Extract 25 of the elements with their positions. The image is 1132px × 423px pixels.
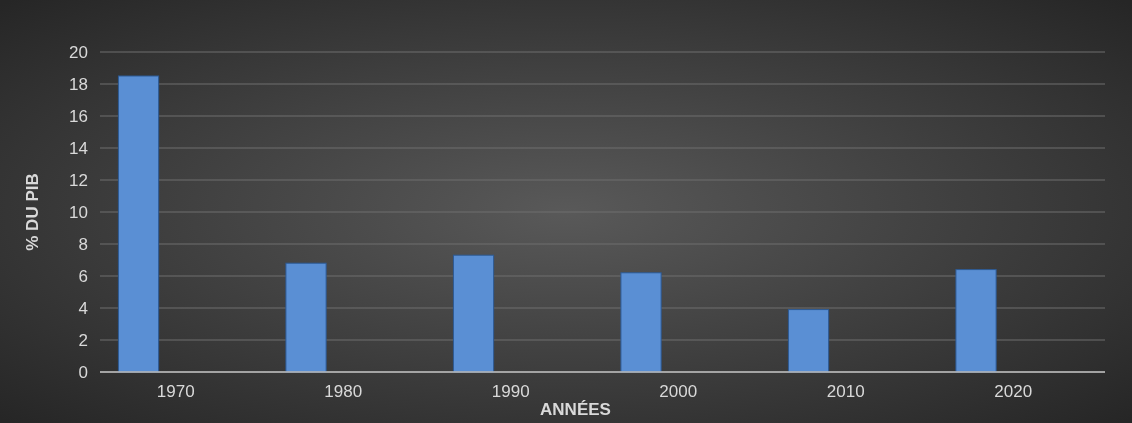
y-tick-label: 10	[69, 202, 88, 222]
bar	[787, 309, 830, 373]
x-axis-title: ANNÉES	[540, 400, 611, 419]
x-tick-label: 2020	[994, 382, 1033, 401]
x-tick-label: 1990	[491, 382, 530, 401]
y-tick-label: 12	[69, 170, 88, 190]
y-tick-label: 2	[78, 330, 88, 350]
bar	[955, 269, 997, 373]
x-tick-label: 1970	[156, 382, 195, 401]
y-tick-label: 16	[69, 106, 88, 126]
bar	[117, 75, 160, 373]
x-tick-label: 1980	[324, 382, 363, 401]
y-tick-label: 20	[69, 42, 88, 62]
y-tick-label: 6	[78, 266, 88, 286]
x-tick-label: 2010	[826, 382, 865, 401]
y-tick-label: 0	[78, 362, 88, 382]
y-tick-label: 14	[69, 138, 88, 158]
y-tick-label: 4	[78, 298, 88, 318]
y-tick-label: 18	[69, 74, 88, 94]
bar	[620, 272, 662, 373]
x-tick-label: 2000	[659, 382, 698, 401]
bar	[285, 262, 327, 373]
y-axis-title: % DU PIB	[23, 173, 42, 251]
y-tick-label: 8	[78, 234, 88, 254]
bar	[452, 254, 495, 373]
